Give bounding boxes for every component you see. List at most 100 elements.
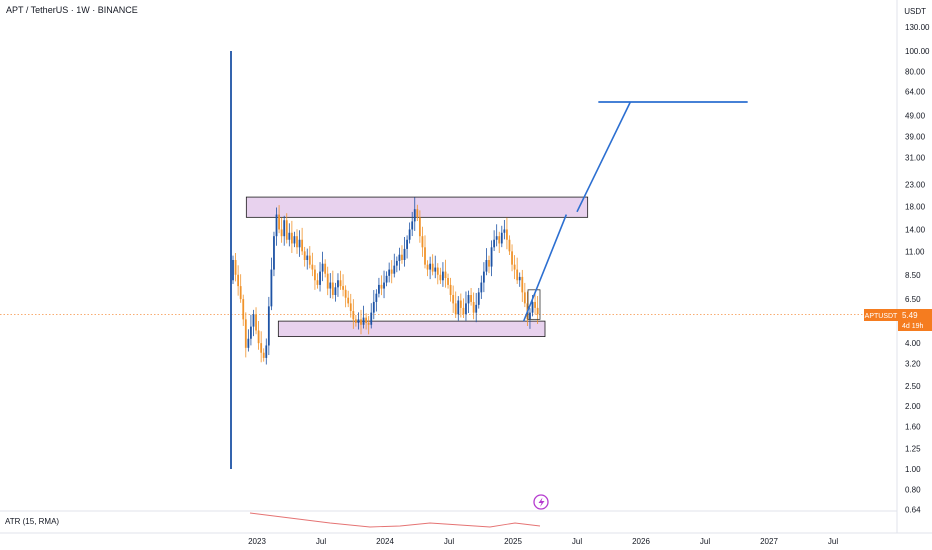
candle-body bbox=[531, 301, 534, 313]
candle-body bbox=[488, 260, 490, 267]
candle-body bbox=[457, 300, 460, 315]
candle-body bbox=[454, 303, 457, 315]
candle-body bbox=[280, 229, 283, 237]
current-range-box bbox=[527, 289, 541, 320]
price-tick-label: 100.00 bbox=[905, 47, 930, 56]
price-tick-label: 80.00 bbox=[905, 67, 926, 76]
candle-body bbox=[250, 326, 252, 339]
candle-body bbox=[380, 284, 383, 289]
candle-body bbox=[490, 247, 493, 267]
candle-body bbox=[511, 251, 513, 265]
candle-body bbox=[324, 263, 327, 274]
candle-body bbox=[349, 303, 352, 312]
atr-indicator-label[interactable]: ATR (15, RMA) bbox=[5, 517, 60, 526]
candle-body bbox=[513, 264, 516, 270]
time-tick-label: 2023 bbox=[248, 537, 266, 546]
candle-body bbox=[495, 236, 498, 240]
price-tick-label: 130.00 bbox=[905, 23, 930, 32]
candle-body bbox=[275, 214, 278, 237]
candle-body bbox=[426, 264, 429, 270]
candle-body bbox=[465, 303, 467, 315]
projection-leg-1 bbox=[522, 214, 568, 322]
candle-body bbox=[439, 274, 442, 281]
candle-body bbox=[252, 314, 255, 327]
candle-body bbox=[482, 271, 485, 283]
price-tick-label: 2.00 bbox=[905, 402, 921, 411]
price-tick-label: 23.00 bbox=[905, 180, 926, 189]
price-tick-label: 1.00 bbox=[905, 465, 921, 474]
candle-body bbox=[293, 236, 296, 244]
price-tick-label: 8.50 bbox=[905, 271, 921, 280]
last-price-label: APTUSDT 5.49 4d 19h bbox=[864, 309, 932, 331]
candle-body bbox=[298, 239, 301, 248]
price-tick-label: 18.00 bbox=[905, 203, 926, 212]
candle-body bbox=[354, 319, 357, 323]
price-tick-label: 11.00 bbox=[905, 247, 925, 256]
candle-body bbox=[314, 269, 316, 281]
time-tick-label: 2027 bbox=[760, 537, 778, 546]
candle-body bbox=[262, 352, 265, 358]
candle-body bbox=[529, 312, 531, 320]
support-zone bbox=[277, 320, 546, 338]
candle-body bbox=[462, 307, 465, 315]
drawings bbox=[522, 101, 748, 322]
candle-body bbox=[303, 251, 306, 260]
candle-body bbox=[270, 269, 273, 307]
price-tick-label: 2.50 bbox=[905, 382, 921, 391]
candle-body bbox=[467, 295, 470, 304]
price-tick-label: 3.20 bbox=[905, 359, 921, 368]
price-tick-label: 0.64 bbox=[905, 506, 921, 515]
candle-body bbox=[416, 209, 419, 218]
price-label-symbol: APTUSDT bbox=[865, 313, 898, 320]
candle-body bbox=[273, 236, 275, 270]
candle-body bbox=[352, 311, 355, 320]
candle-body bbox=[365, 317, 368, 323]
time-tick-label: Jul bbox=[700, 537, 710, 546]
candle-body bbox=[444, 271, 447, 279]
candle-body bbox=[278, 214, 280, 230]
price-tick-label: 31.00 bbox=[905, 153, 926, 162]
candle-body bbox=[418, 217, 421, 237]
candle-body bbox=[255, 314, 257, 331]
candle-body bbox=[265, 345, 268, 358]
candle-body bbox=[521, 276, 524, 293]
candle-body bbox=[378, 284, 380, 294]
candle-body bbox=[308, 255, 311, 265]
candle-body bbox=[403, 248, 406, 260]
candle-body bbox=[326, 273, 329, 289]
candle-body bbox=[434, 267, 437, 272]
candle-body bbox=[370, 312, 373, 325]
candle-body bbox=[244, 319, 247, 348]
price-tick-label: 4.00 bbox=[905, 339, 921, 348]
projection-leg-2 bbox=[576, 101, 632, 213]
candle-body bbox=[237, 274, 240, 287]
candle-body bbox=[442, 271, 444, 281]
candle-body bbox=[232, 260, 234, 281]
candle-body bbox=[431, 263, 434, 272]
candle-body bbox=[413, 209, 416, 222]
candle-body bbox=[288, 232, 291, 240]
candle-body bbox=[534, 301, 536, 308]
atr-series bbox=[249, 512, 541, 528]
symbol-title[interactable]: APT / TetherUS · 1W · BINANCE bbox=[6, 5, 138, 15]
candle-body bbox=[459, 300, 462, 308]
price-tick-label: 39.00 bbox=[905, 132, 926, 141]
candle-body bbox=[247, 338, 250, 348]
candle-body bbox=[475, 304, 478, 313]
candle-body bbox=[424, 247, 426, 265]
candle-body bbox=[342, 286, 344, 290]
candle-body bbox=[449, 284, 452, 296]
candle-body bbox=[331, 282, 334, 296]
candle-body bbox=[485, 260, 488, 272]
candle-body bbox=[401, 254, 403, 260]
price-tick-label: 1.25 bbox=[905, 445, 921, 454]
time-tick-label: 2026 bbox=[632, 537, 650, 546]
price-tick-label: 64.00 bbox=[905, 88, 926, 97]
candle-body bbox=[339, 280, 342, 287]
candle-body bbox=[498, 236, 501, 244]
lightning-alert-icon[interactable] bbox=[533, 494, 549, 510]
candle-body bbox=[283, 220, 286, 237]
price-tick-label: 0.80 bbox=[905, 485, 921, 494]
candle-body bbox=[242, 299, 245, 320]
